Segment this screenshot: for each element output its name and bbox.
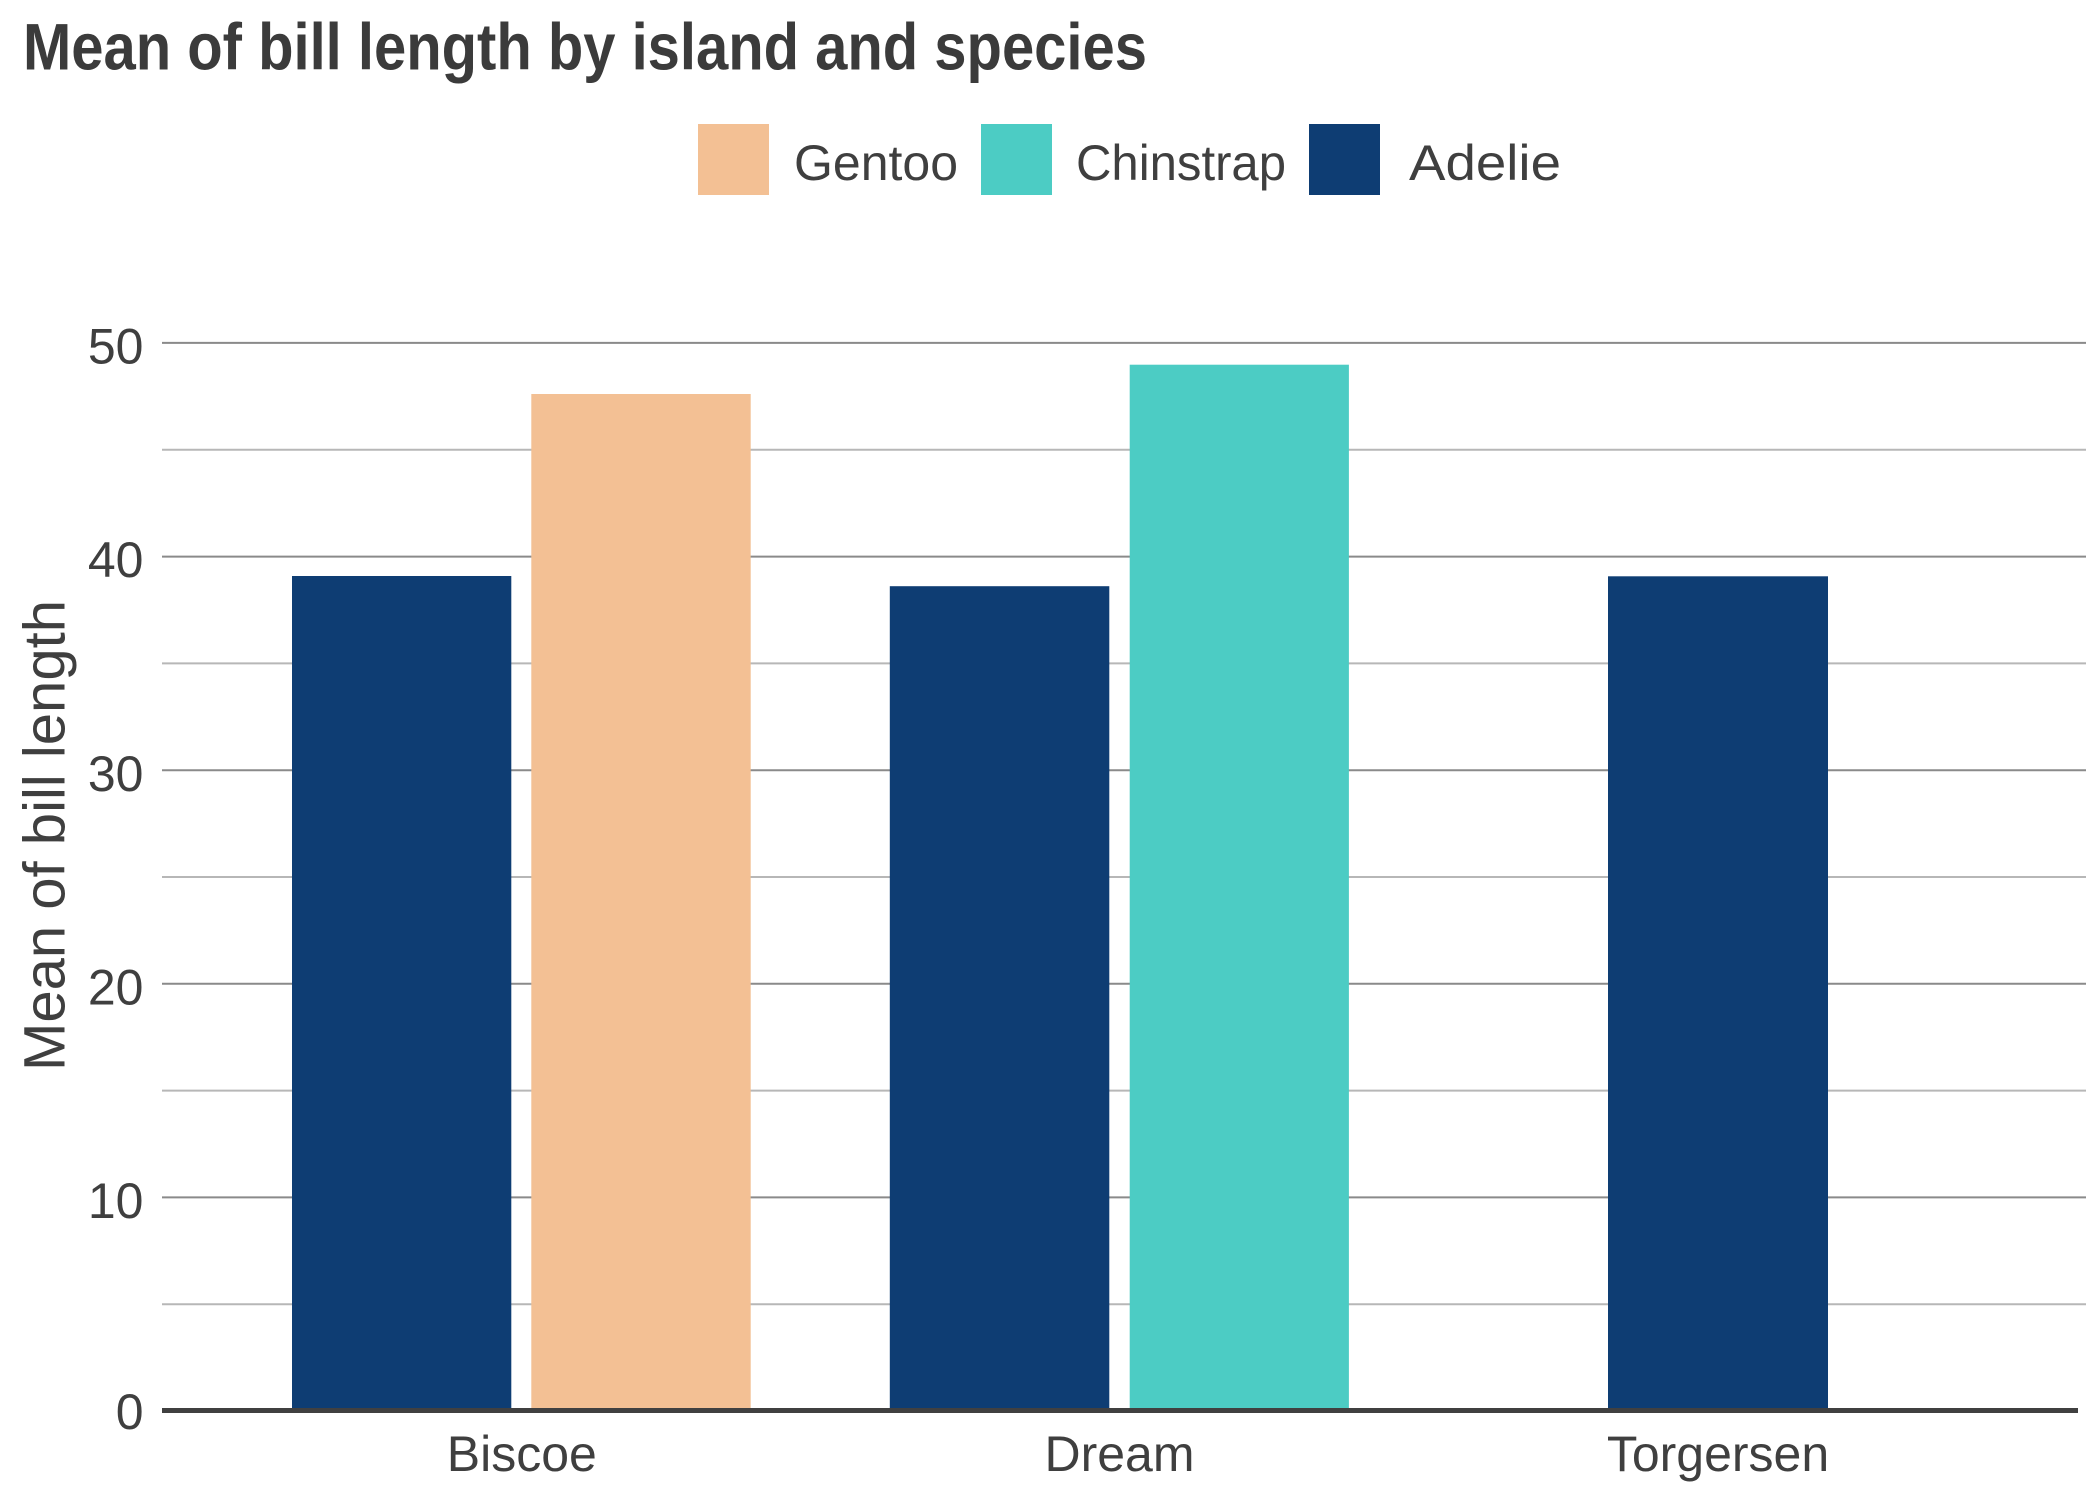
svg-text:30: 30 bbox=[88, 746, 144, 802]
svg-text:Mean of bill length by island: Mean of bill length by island and specie… bbox=[23, 9, 1147, 83]
svg-text:40: 40 bbox=[88, 532, 144, 588]
svg-text:0: 0 bbox=[116, 1384, 144, 1440]
svg-text:20: 20 bbox=[88, 959, 144, 1015]
svg-text:Adelie: Adelie bbox=[1409, 135, 1561, 191]
svg-text:10: 10 bbox=[88, 1173, 144, 1229]
svg-text:Mean of bill length: Mean of bill length bbox=[12, 600, 77, 1071]
svg-text:Gentoo: Gentoo bbox=[794, 135, 958, 191]
svg-text:Torgersen: Torgersen bbox=[1607, 1426, 1829, 1482]
svg-text:50: 50 bbox=[88, 319, 144, 375]
svg-text:Dream: Dream bbox=[1044, 1426, 1194, 1482]
svg-text:Chinstrap: Chinstrap bbox=[1076, 135, 1286, 191]
svg-text:Biscoe: Biscoe bbox=[447, 1426, 597, 1482]
